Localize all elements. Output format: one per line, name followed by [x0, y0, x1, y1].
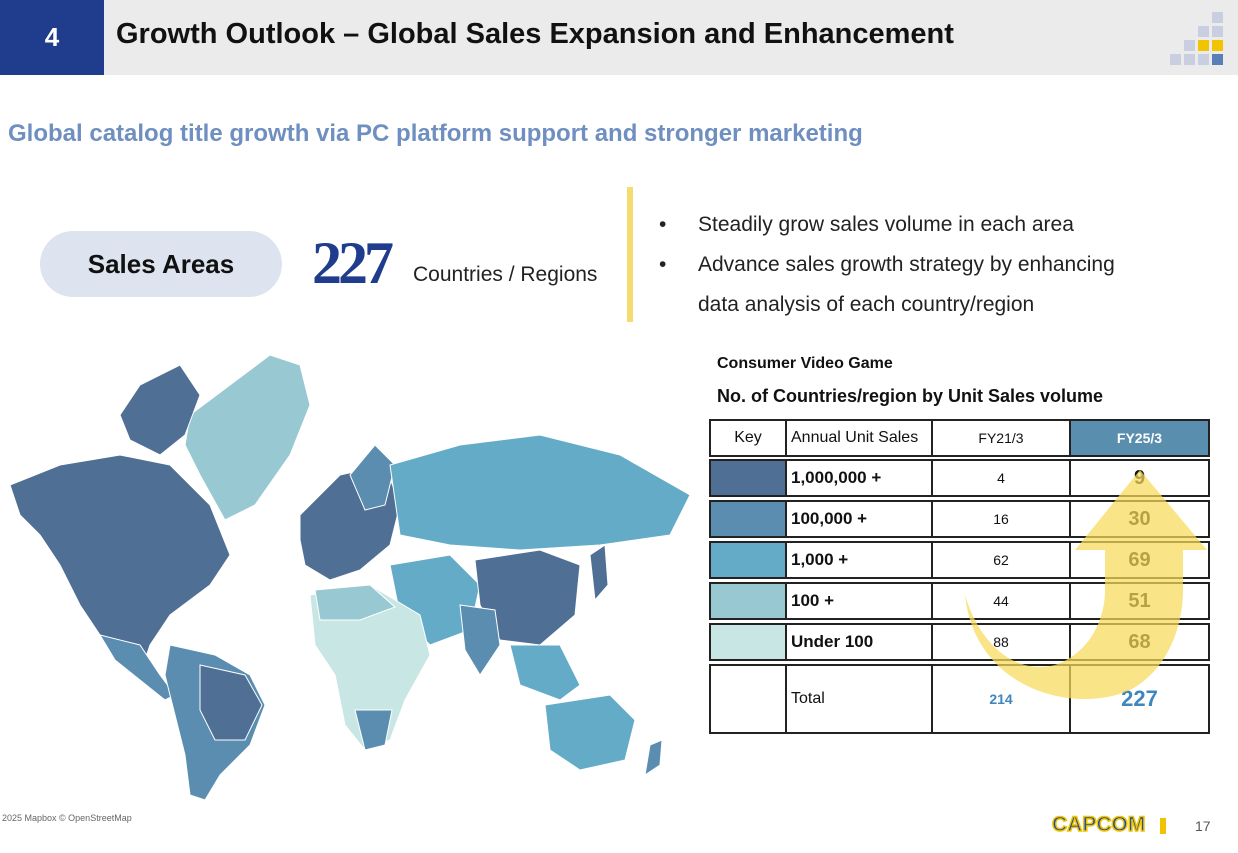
bullet-text: Advance sales growth strategy by enhanci… [698, 253, 1115, 276]
row-label: 1,000,000 + [785, 459, 933, 497]
bullet-text: data analysis of each country/region [698, 293, 1035, 316]
map-se-asia [509, 644, 581, 701]
map-russia [389, 434, 691, 551]
row-fy25: 69 [1069, 541, 1210, 579]
row-fy25: 30 [1069, 500, 1210, 538]
header-key: Key [709, 419, 787, 457]
bullet-list: • Steadily grow sales volume in each area… [655, 205, 1115, 325]
key-swatch [709, 500, 787, 538]
total-fy21: 214 [931, 664, 1071, 734]
key-swatch [709, 459, 787, 497]
section-number: 4 [0, 0, 104, 75]
row-label: 100,000 + [785, 500, 933, 538]
corner-logo-icon [1168, 10, 1228, 66]
bullet-text: Steadily grow sales volume in each area [698, 213, 1074, 236]
key-swatch [709, 623, 787, 661]
map-north-africa [314, 584, 396, 621]
bullet-item: • Steadily grow sales volume in each area [655, 205, 1115, 245]
row-fy25: 51 [1069, 582, 1210, 620]
map-new-zealand [644, 739, 663, 777]
key-swatch [709, 541, 787, 579]
sales-areas-label: Sales Areas [40, 231, 282, 297]
total-fy25: 227 [1069, 664, 1210, 734]
row-fy25: 68 [1069, 623, 1210, 661]
row-label: 1,000 + [785, 541, 933, 579]
bullet-item: • Advance sales growth strategy by enhanc… [655, 245, 1115, 285]
table-caption-category: Consumer Video Game [717, 355, 893, 372]
total-key-blank [709, 664, 787, 734]
map-brazil [199, 664, 263, 741]
map-scandinavia [349, 444, 396, 511]
header-bar [0, 0, 1238, 75]
divider-bar [627, 187, 633, 322]
row-fy21: 16 [931, 500, 1071, 538]
world-map [9, 354, 691, 801]
row-fy21: 88 [931, 623, 1071, 661]
map-south-africa [354, 709, 393, 751]
row-fy25: 9 [1069, 459, 1210, 497]
capcom-logo: CAPCOM [1051, 812, 1146, 837]
subtitle: Global catalog title growth via PC platf… [8, 120, 863, 147]
map-central-america [98, 634, 176, 701]
bullet-item-continuation: data analysis of each country/region [655, 285, 1115, 325]
page-title: Growth Outlook – Global Sales Expansion … [116, 18, 954, 50]
map-africa [309, 584, 431, 751]
bullet-dot: • [659, 213, 667, 236]
sales-areas-unit: Countries / Regions [413, 263, 598, 286]
table-caption-title: No. of Countries/region by Unit Sales vo… [717, 386, 1104, 406]
map-arctic-canada [119, 364, 201, 456]
map-credit: 2025 Mapbox © OpenStreetMap [2, 813, 132, 823]
map-india [459, 604, 501, 676]
map-north-america [9, 454, 231, 676]
row-fy21: 44 [931, 582, 1071, 620]
total-label: Total [785, 664, 933, 734]
row-label: Under 100 [785, 623, 933, 661]
header-annual: Annual Unit Sales [785, 419, 933, 457]
map-greenland [184, 354, 311, 521]
page-number: 17 [1195, 818, 1211, 834]
key-swatch [709, 582, 787, 620]
bullet-dot: • [659, 253, 667, 276]
map-australia [544, 694, 636, 771]
map-japan [589, 544, 609, 602]
row-fy21: 62 [931, 541, 1071, 579]
row-fy21: 4 [931, 459, 1071, 497]
sales-areas-count: 227 [312, 230, 394, 296]
header-fy21: FY21/3 [931, 419, 1071, 457]
logo-accent-bar [1160, 818, 1166, 834]
header-fy25: FY25/3 [1069, 419, 1210, 457]
row-label: 100 + [785, 582, 933, 620]
